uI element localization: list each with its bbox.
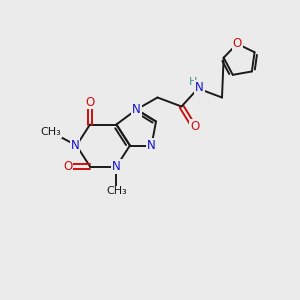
Text: O: O — [190, 119, 200, 133]
Text: O: O — [63, 160, 72, 173]
Text: CH₃: CH₃ — [106, 186, 127, 197]
Text: H: H — [188, 77, 197, 87]
Text: N: N — [147, 139, 156, 152]
Text: O: O — [85, 95, 94, 109]
Text: N: N — [70, 139, 80, 152]
Text: O: O — [232, 37, 242, 50]
Text: N: N — [195, 81, 204, 94]
Text: CH₃: CH₃ — [40, 127, 61, 137]
Text: N: N — [132, 103, 141, 116]
Text: N: N — [112, 160, 121, 173]
